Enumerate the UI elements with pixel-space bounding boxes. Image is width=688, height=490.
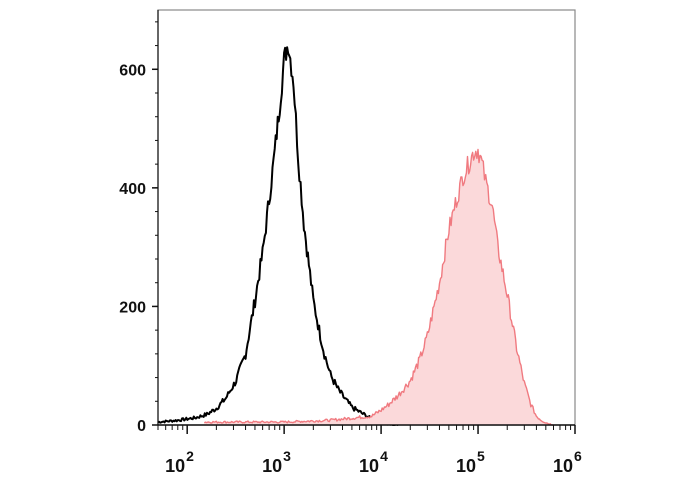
y-tick-label-2: 400 <box>119 181 146 198</box>
series-1-line <box>203 148 554 426</box>
x-tick-label-2: 10 <box>359 456 379 476</box>
series-1-fill <box>204 149 554 425</box>
x-tick-label-4: 10 <box>553 456 573 476</box>
x-tick-exponent-3: 5 <box>477 448 485 464</box>
x-tick-exponent-2: 4 <box>380 448 388 464</box>
x-tick-exponent-1: 3 <box>283 448 291 464</box>
x-tick-exponent-4: 6 <box>574 448 582 464</box>
y-tick-label-1: 200 <box>119 299 146 316</box>
x-tick-label-1: 10 <box>262 456 282 476</box>
x-tick-exponent-0: 2 <box>186 448 194 464</box>
x-tick-label-3: 10 <box>456 456 476 476</box>
series-layer <box>157 46 554 426</box>
x-tick-label-0: 10 <box>165 456 185 476</box>
series-0-line <box>157 46 399 426</box>
y-tick-label-0: 0 <box>137 418 146 435</box>
y-tick-label-3: 600 <box>119 62 146 79</box>
